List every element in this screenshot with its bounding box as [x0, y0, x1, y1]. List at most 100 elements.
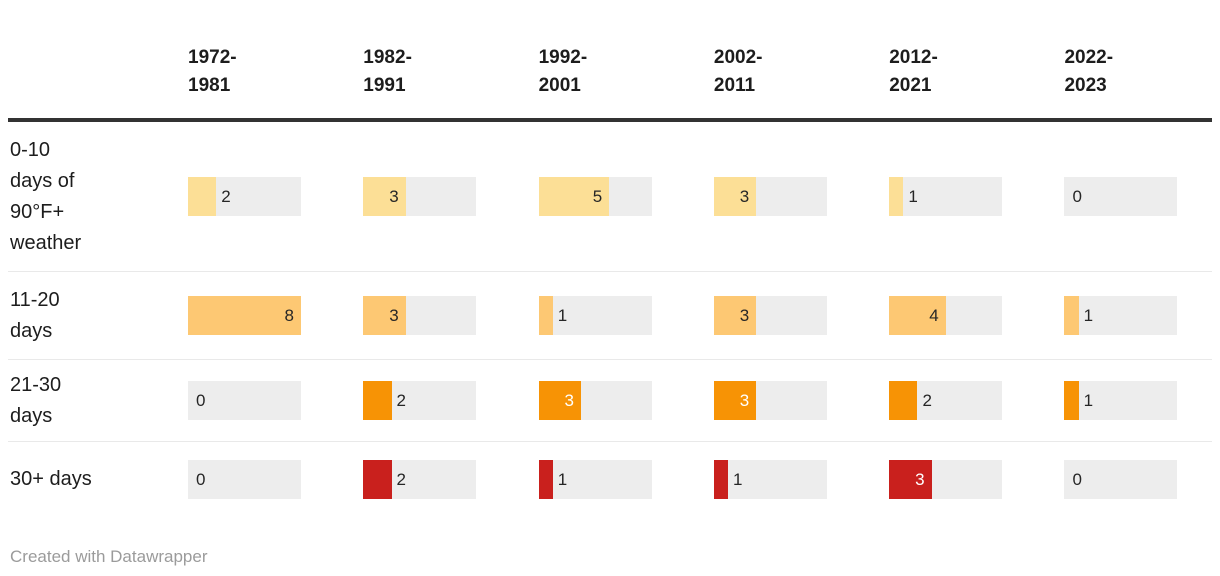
bar-track: 2: [363, 381, 477, 420]
bar-fill: [889, 177, 904, 216]
bar-cell: 0: [188, 381, 363, 420]
bar-fill: [188, 177, 217, 216]
bar-value-label: 1: [733, 469, 743, 489]
bar-track: 1: [1064, 296, 1178, 335]
bar-track: 3: [713, 177, 827, 216]
column-header: 2022- 2023: [1064, 47, 1114, 96]
bar-cell: 1: [1064, 381, 1220, 420]
bar-value-label: 4: [929, 306, 939, 325]
bar-value-label: 1: [908, 187, 918, 206]
bar-fill: [538, 381, 581, 420]
table-row: 0-10 days of 90°F+ weather 2 3 5 3 1 0: [8, 122, 1212, 271]
bar-value-label: 3: [739, 306, 750, 325]
bar-cell: 1: [538, 296, 714, 335]
bar-fill: [713, 459, 729, 499]
bar-fill: [363, 459, 392, 499]
bar-cell: 3: [713, 177, 889, 216]
bar-value-label: 3: [739, 187, 750, 206]
bar-cell: 2: [889, 381, 1064, 420]
bar-cell: 2: [363, 459, 538, 499]
bar-value-label: 3: [389, 306, 399, 325]
bar-track: 2: [889, 381, 1003, 420]
bar-value-label: 5: [592, 187, 603, 206]
bar-fill: [889, 296, 946, 335]
bar-cell: 2: [363, 381, 538, 420]
header-row: 1972- 1981 1982- 1991 1992- 2001 2002- 2011…: [8, 0, 1212, 122]
bar-track: 3: [363, 296, 477, 335]
bar-value-label: 3: [389, 187, 399, 206]
bar-cell: 2: [188, 177, 363, 216]
bar-cell: 3: [363, 296, 538, 335]
bar-fill: [538, 459, 553, 499]
bar-value-label: 3: [915, 469, 925, 489]
bar-track: 3: [713, 381, 827, 420]
bar-fill: [363, 296, 406, 335]
bar-cell: 0: [1064, 177, 1220, 216]
table-row: 11-20 days 8 3 1 3 4 1: [8, 271, 1212, 359]
bar-cell: 3: [713, 381, 889, 420]
bar-track: 1: [889, 177, 1003, 216]
bar-fill: [713, 177, 757, 216]
bar-cell: 3: [889, 459, 1064, 499]
column-header: 1972- 1981: [188, 47, 237, 96]
table-body: 0-10 days of 90°F+ weather 2 3 5 3 1 0 11-20 da…: [8, 122, 1212, 516]
bar-fill: [1064, 296, 1079, 335]
bar-track: 0: [188, 459, 301, 499]
bar-value-label: 3: [739, 391, 750, 410]
bar-fill: [538, 177, 610, 216]
bar-value-label: 1: [1083, 306, 1094, 325]
bar-value-label: 2: [396, 391, 407, 410]
bar-fill: [889, 381, 918, 420]
row-label: 21-30 days: [10, 373, 62, 427]
bar-value-label: 1: [1083, 391, 1094, 410]
bar-cell: 1: [538, 459, 714, 499]
bar-value-label: 0: [196, 391, 206, 410]
bar-cell: 5: [538, 177, 714, 216]
bar-cell: 0: [1064, 459, 1220, 499]
bar-value-label: 0: [1072, 187, 1082, 206]
bar-cell: 3: [713, 296, 889, 335]
bar-track: 8: [188, 296, 301, 335]
bar-fill: [363, 177, 406, 216]
bar-track: 5: [538, 177, 652, 216]
bar-value-label: 0: [1072, 469, 1082, 489]
bar-fill: [188, 296, 301, 335]
table-row: 30+ days 0 2 1 1 3 0: [8, 441, 1212, 516]
bar-track: 3: [889, 459, 1003, 499]
bar-fill: [538, 296, 553, 335]
bar-track: 3: [363, 177, 477, 216]
bar-cell: 3: [538, 381, 714, 420]
bar-track: 1: [538, 459, 652, 499]
bar-fill: [889, 459, 932, 499]
row-label: 11-20 days: [10, 288, 60, 342]
bar-value-label: 2: [396, 469, 407, 489]
bar-track: 4: [889, 296, 1003, 335]
bar-value-label: 2: [922, 391, 932, 410]
column-header: 1992- 2001: [538, 47, 588, 96]
bar-track: 1: [713, 459, 827, 499]
row-label: 0-10 days of 90°F+ weather: [10, 138, 82, 254]
bar-cell: 8: [188, 296, 363, 335]
bar-value-label: 1: [557, 469, 568, 489]
bar-track: 0: [1064, 177, 1178, 216]
bar-value-label: 0: [196, 469, 206, 489]
bar-cell: 1: [1064, 296, 1220, 335]
table-row: 21-30 days 0 2 3 3 2 1: [8, 359, 1212, 441]
row-label: 30+ days: [10, 467, 92, 490]
bar-track: 1: [538, 296, 652, 335]
bar-track: 0: [188, 381, 301, 420]
bar-fill: [713, 296, 757, 335]
bar-cell: 1: [889, 177, 1064, 216]
bar-cell: 0: [188, 459, 363, 499]
bar-track: 2: [188, 177, 301, 216]
bar-fill: [713, 381, 757, 420]
bar-cell: 3: [363, 177, 538, 216]
footer-credit-link[interactable]: Created with Datawrapper: [10, 547, 208, 566]
bar-track: 0: [1064, 459, 1178, 499]
bar-value-label: 3: [564, 391, 574, 410]
column-header: 1982- 1991: [363, 47, 412, 96]
bar-value-label: 8: [284, 306, 294, 325]
bar-value-label: 2: [221, 187, 231, 206]
bar-value-label: 1: [557, 306, 568, 325]
